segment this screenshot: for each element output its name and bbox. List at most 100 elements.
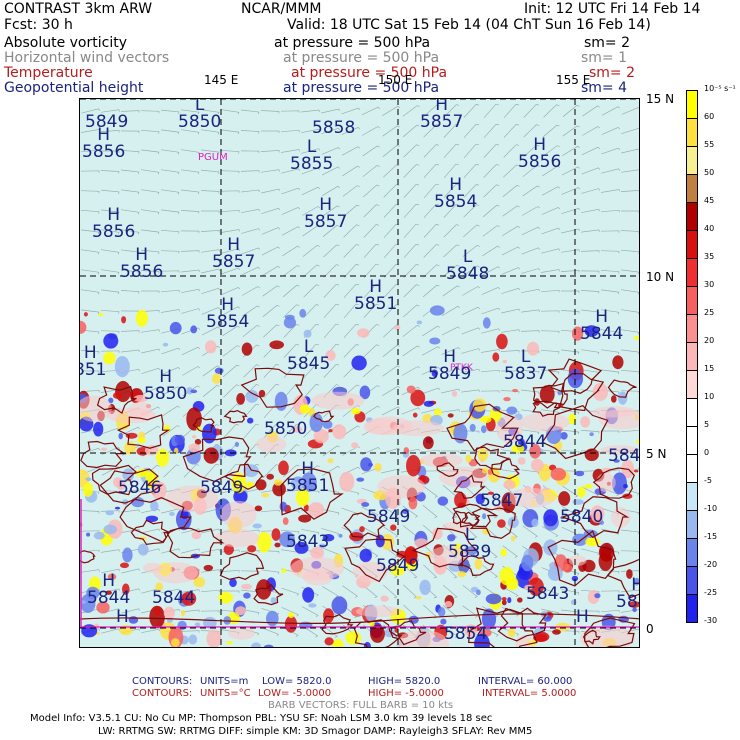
height-label: 5844 [503,417,546,451]
colorbar-level-label: -10 [704,504,718,513]
map-panel[interactable]: PGUM PTKK 5849 L 5850 5858 H 5857 H 5856 L 5855 H 5… [79,98,640,648]
height-label-value: 5849 [85,112,129,132]
height-label: H 5856 [120,247,163,281]
height-label: L 5837 [504,349,547,383]
colorbar-swatch [686,594,698,623]
height-label-letter: H [102,571,116,591]
field-pressure-height: at pressure = 500 hPa [283,80,440,96]
height-label: 5858 [312,103,355,137]
field-pressure-temperature: at pressure = 500 hPa [291,65,448,81]
height-label: L 5850 [178,99,221,131]
field-pressure-vorticity: at pressure = 500 hPa [274,35,431,51]
height-label: L 5855 [290,139,333,173]
forecast-hour: Fcst: 30 h [4,17,73,33]
lat-label-10n: 10 N [646,270,675,284]
height-label-letter: H [369,277,383,297]
height-label: H 5844 [580,309,623,343]
height-label: 5854 [444,609,487,643]
height-label: H [576,609,589,626]
height-label: H 5854 [206,297,249,331]
height-label-letter: L [464,525,475,545]
height-label-value: 5848 [446,264,490,284]
height-label: H 5857 [420,99,464,132]
height-label: H 5856 [518,137,561,171]
height-label-value: 5854 [206,312,250,332]
height-label-value: 5856 [120,262,164,282]
contours-temp-units: UNITS=°C [200,688,251,699]
height-label-value: 5857 [420,112,464,132]
field-sm-vorticity: sm= 2 [584,35,631,51]
colorbar-swatch [686,314,698,343]
model-info-line1: Model Info: V3.5.1 CU: No Cu MP: Thompso… [30,713,493,724]
height-label-value: 5857 [212,252,256,272]
height-label-value: 5857 [304,212,348,232]
colorbar-level-label: 30 [704,280,715,289]
height-label-letter: H [595,307,609,327]
colorbar-swatch [686,258,698,287]
contours-temp-interval: INTERVAL= 5.0000 [482,688,577,699]
barb-vectors-info: BARB VECTORS: FULL BARB = 10 kts [268,700,454,711]
colorbar-swatch [686,454,698,483]
organization: NCAR/MMM [241,1,322,17]
colorbar-level-label: 60 [704,112,715,121]
height-label-letter: H [221,295,235,315]
lat-lon-grid [80,99,639,647]
height-label-value: 5842 [608,446,640,466]
colorbar-unit: 10⁻⁵ s⁻¹ [704,84,736,93]
height-label-letter: H [533,135,547,155]
colorbar-level-label: -15 [704,532,718,541]
height-label-value: 5844 [503,432,547,452]
height-label: 5842 [608,431,640,466]
height-label-letter: H [83,343,97,363]
contours-height-low: LOW= 5820.0 [262,676,332,687]
colorbar-swatch [686,202,698,231]
height-label-value: 5843 [526,584,570,604]
contours-height-label: CONTOURS: [132,676,193,687]
lat-label-15n: 15 N [646,92,675,106]
height-label: 5840 [560,492,603,526]
height-label-value: 5843 [286,532,330,552]
height-label-letter: H [107,205,121,225]
contours-height-units: UNITS=m [200,676,249,687]
height-label-value: 5855 [290,154,334,174]
height-label: 5844 [152,573,195,607]
height-label: H5846 [616,577,639,611]
height-label: H 5857 [304,197,347,231]
height-label: H 5856 [92,207,135,241]
lon-label-145: 145 E [204,73,239,87]
colorbar-level-label: 25 [704,308,715,317]
colorbar-swatch [686,398,698,427]
height-label-value: 5856 [82,142,126,162]
field-sm-wind: sm= 1 [581,50,628,66]
colorbar-level-label: -5 [704,476,712,485]
height-label: H 5850 [144,369,187,403]
height-label-letter: H [97,125,111,145]
colorbar-swatch [686,538,698,567]
field-sm-height: sm= 4 [581,80,628,96]
height-label: H 5856 [82,127,125,161]
colorbar-swatch [686,146,698,175]
colorbar-level-label: 5 [704,420,710,429]
colorbar-level-label: -25 [704,588,718,597]
field-name-temperature: Temperature [4,65,93,81]
colorbar-level-label: 35 [704,252,715,261]
lat-label-5n: 5 N [646,447,667,461]
station-label-pgum: PGUM [198,152,228,163]
height-label-letter: L [303,337,314,357]
colorbar-level-label: -30 [704,616,718,625]
colorbar-swatch [686,118,698,147]
contours-temp-high: HIGH= -5.0000 [368,688,444,699]
field-sm-temperature: sm= 2 [589,65,636,81]
height-label-value: 5847 [480,491,524,511]
lon-label-150: 150 E [378,73,413,87]
height-label-value: 5850 [144,384,188,404]
map-graphics [80,99,639,647]
height-label-value: 5839 [448,542,492,562]
height-label-letter: L [520,347,531,367]
height-label-letter: H [449,175,463,195]
height-label-value: 5844 [152,588,196,608]
init-time: Init: 12 UTC Fri 14 Feb 14 [524,1,701,17]
height-label: H 5851 [286,461,329,495]
field-name-wind: Horizontal wind vectors [4,50,170,66]
height-label: 5846 [118,463,161,497]
